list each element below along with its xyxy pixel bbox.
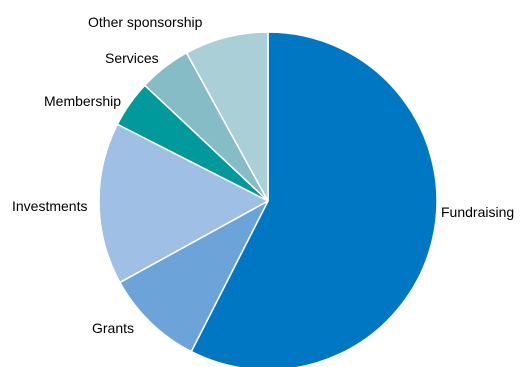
slice-other-sponsorship: [185, 31, 269, 202]
slice-grants: [119, 200, 269, 353]
pie-labels: Fundraising Grants Investments Membershi…: [12, 14, 514, 336]
label-grants: Grants: [92, 320, 134, 336]
pie-slices: [98, 31, 438, 367]
label-membership: Membership: [44, 93, 121, 109]
label-other-sponsorship: Other sponsorship: [88, 14, 203, 30]
label-fundraising: Fundraising: [441, 204, 514, 220]
slice-fundraising: [190, 31, 438, 367]
slice-investments: [98, 123, 269, 284]
label-investments: Investments: [12, 198, 87, 214]
label-services: Services: [105, 50, 159, 66]
